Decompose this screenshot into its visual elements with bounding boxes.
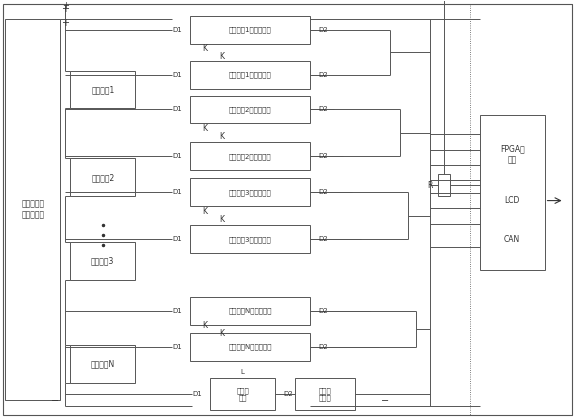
Text: −: − (51, 396, 59, 406)
Text: CAN: CAN (504, 235, 520, 244)
Bar (70, 158, 135, 196)
Bar (210, 378, 275, 410)
Text: 铅酸电池2第二接触器: 铅酸电池2第二接触器 (229, 153, 271, 160)
Text: D1: D1 (172, 308, 182, 314)
Bar (190, 297, 310, 325)
Text: D2: D2 (318, 344, 328, 350)
Text: 自恢复
保险丝: 自恢复 保险丝 (319, 387, 331, 401)
Text: K: K (202, 207, 208, 217)
Text: K: K (220, 215, 225, 224)
Bar (70, 242, 135, 280)
Text: K: K (202, 125, 208, 133)
Text: 铅酸电池3第二接触器: 铅酸电池3第二接触器 (229, 236, 271, 242)
Bar (5, 19, 60, 400)
Text: D1: D1 (172, 27, 182, 33)
Text: 铅酸电池1第一接触器: 铅酸电池1第一接触器 (229, 26, 271, 33)
Bar (190, 143, 310, 171)
Text: D2: D2 (318, 153, 328, 159)
Text: D1: D1 (172, 71, 182, 77)
Text: +: + (62, 1, 69, 10)
Text: R: R (427, 181, 432, 190)
Text: +: + (62, 18, 70, 28)
Bar (480, 115, 545, 270)
Text: D2: D2 (318, 308, 328, 314)
Text: 铅酸电池3: 铅酸电池3 (91, 257, 114, 266)
Bar (438, 174, 450, 196)
Text: D1: D1 (192, 391, 202, 397)
Text: +: + (62, 4, 70, 14)
Text: 铅酸电池N: 铅酸电池N (91, 359, 115, 369)
Text: D1: D1 (172, 189, 182, 195)
Text: D2: D2 (318, 27, 328, 33)
Text: D2: D2 (318, 107, 328, 112)
Bar (190, 333, 310, 361)
Text: D1: D1 (172, 107, 182, 112)
Bar (190, 178, 310, 206)
Text: FPGA控
制器: FPGA控 制器 (500, 145, 524, 164)
Text: −: − (381, 396, 389, 406)
Text: K: K (220, 51, 225, 61)
Text: L: L (240, 369, 244, 375)
Text: D2: D2 (318, 236, 328, 242)
Bar (295, 378, 355, 410)
Text: 铅酸电池N第二接触器: 铅酸电池N第二接触器 (228, 344, 272, 350)
Text: 铅酸电池2: 铅酸电池2 (91, 173, 114, 182)
Bar (70, 345, 135, 383)
Text: D2: D2 (283, 391, 293, 397)
Text: D1: D1 (172, 344, 182, 350)
Text: K: K (220, 329, 225, 338)
Text: 直流接
触器: 直流接 触器 (236, 387, 249, 401)
Text: 铅酸电池2第一接触器: 铅酸电池2第一接触器 (229, 106, 271, 113)
Text: D2: D2 (318, 71, 328, 77)
Text: K: K (202, 321, 208, 330)
Text: K: K (202, 43, 208, 53)
Bar (470, 4, 572, 415)
Text: 铅酸电池N第一接触器: 铅酸电池N第一接触器 (228, 308, 272, 314)
Text: D2: D2 (318, 189, 328, 195)
Text: LCD: LCD (504, 196, 520, 205)
Text: K: K (220, 133, 225, 141)
Text: 铅酸电池电
压检测模块: 铅酸电池电 压检测模块 (21, 200, 44, 219)
Bar (190, 61, 310, 89)
Bar (190, 95, 310, 123)
Text: 铅酸电池1: 铅酸电池1 (91, 85, 114, 94)
Bar (70, 71, 135, 109)
Bar (190, 15, 310, 43)
Text: 铅酸电池1第二接触器: 铅酸电池1第二接触器 (229, 71, 271, 78)
Text: 铅酸电池3第一接触器: 铅酸电池3第一接触器 (229, 189, 271, 196)
Bar (190, 225, 310, 253)
Text: D1: D1 (172, 153, 182, 159)
Text: D1: D1 (172, 236, 182, 242)
